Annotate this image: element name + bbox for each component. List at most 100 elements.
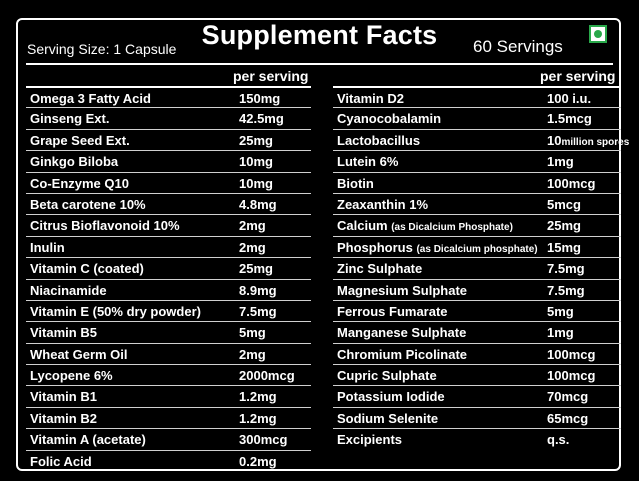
nutrient-value: 4.8mg	[239, 196, 277, 212]
table-row: Vitamin B5 5mg	[26, 321, 311, 342]
nutrient-name: Vitamin C (coated)	[30, 261, 144, 277]
nutrient-value: 15mg	[547, 239, 581, 255]
nutrient-value: 300mcg	[239, 432, 288, 448]
table-row: Manganese Sulphate 1mg	[333, 321, 621, 342]
nutrient-name: Lutein 6%	[337, 154, 399, 170]
nutrient-value: 25mg	[239, 261, 273, 277]
table-row: Co-Enzyme Q10 10mg	[26, 171, 311, 193]
table-row: Vitamin C (coated) 25mg	[26, 257, 311, 278]
label-frame	[16, 18, 621, 471]
table-row: Lactobacillus 10million spores	[333, 128, 629, 150]
table-row: Niacinamide 8.9mg	[26, 278, 311, 300]
nutrient-value: q.s.	[547, 432, 570, 448]
veg-symbol-icon	[589, 25, 607, 43]
nutrient-note: (as Dicalcium phosphate)	[416, 243, 538, 255]
left-nutrient-table: Omega 3 Fatty Acid 150mg Ginseng Ext. 42.5m…	[26, 86, 311, 471]
nutrient-name: Omega 3 Fatty Acid	[30, 91, 151, 106]
nutrient-name: Phosphorus (as Dicalcium phosphate)	[337, 239, 538, 255]
table-row: Folic Acid 0.2mg	[26, 449, 311, 471]
nutrient-name: Inulin	[30, 239, 65, 255]
nutrient-name: Chromium Picolinate	[337, 346, 468, 362]
table-row: Ginseng Ext. 42.5mg	[26, 107, 311, 128]
nutrient-value: 25mg	[239, 132, 273, 148]
nutrient-name: Ferrous Fumarate	[337, 303, 448, 319]
nutrient-value: 2000mcg	[239, 368, 295, 384]
table-row: Vitamin B2 1.2mg	[26, 406, 311, 428]
table-row: Sodium Selenite 65mcg	[333, 406, 621, 428]
table-row: Potassium Iodide 70mcg	[333, 385, 621, 406]
nutrient-name: Cyanocobalamin	[337, 111, 442, 127]
nutrient-name: Wheat Germ Oil	[30, 346, 128, 362]
table-row: Lycopene 6% 2000mcg	[26, 364, 311, 385]
nutrient-value: 150mg	[239, 91, 281, 106]
nutrient-name: Vitamin B2	[30, 410, 97, 426]
nutrient-value: 1mg	[547, 325, 574, 341]
table-row: Calcium (as Dicalcium Phosphate) 25mg	[333, 214, 621, 235]
table-row: Omega 3 Fatty Acid 150mg	[26, 86, 311, 107]
right-nutrient-table: Vitamin D2 100 i.u. Cyanocobalamin 1.5mcg La…	[333, 86, 629, 450]
nutrient-name: Vitamin E (50% dry powder)	[30, 303, 201, 319]
nutrient-name: Sodium Selenite	[337, 410, 439, 426]
nutrient-value: 100 i.u.	[547, 91, 592, 106]
nutrient-name: Magnesium Sulphate	[337, 282, 468, 298]
nutrient-value: 42.5mg	[239, 111, 284, 127]
nutrient-name: Vitamin A (acetate)	[30, 432, 146, 448]
nutrient-name: Folic Acid	[30, 453, 92, 469]
nutrient-value: 10million spores	[547, 132, 630, 148]
nutrient-value: 2mg	[239, 346, 266, 362]
left-per-serving-header: per serving	[233, 68, 309, 84]
nutrient-value: 1.5mcg	[547, 111, 592, 127]
nutrient-name: Zinc Sulphate	[337, 261, 423, 277]
nutrient-name: Beta carotene 10%	[30, 196, 146, 212]
table-row: Excipients q.s.	[333, 428, 621, 449]
table-row: Lutein 6% 1mg	[333, 150, 621, 171]
nutrient-value: 0.2mg	[239, 453, 277, 469]
nutrient-name: Ginseng Ext.	[30, 111, 110, 127]
servings-count: 60 Servings	[473, 37, 563, 56]
nutrient-name: Niacinamide	[30, 282, 107, 298]
serving-size: Serving Size: 1 Capsule	[27, 41, 177, 57]
nutrient-value: 5mg	[547, 303, 574, 319]
nutrient-name: Co-Enzyme Q10	[30, 175, 129, 191]
nutrient-name: Potassium Iodide	[337, 389, 445, 405]
nutrient-value: 10mg	[239, 175, 273, 191]
table-row: Wheat Germ Oil 2mg	[26, 342, 311, 364]
nutrient-name: Citrus Bioflavonoid 10%	[30, 218, 180, 234]
nutrient-value: 7.5mg	[547, 261, 585, 277]
table-row: Chromium Picolinate 100mcg	[333, 342, 621, 364]
table-row: Inulin 2mg	[26, 235, 311, 257]
table-row: Ferrous Fumarate 5mg	[333, 299, 621, 321]
page-title: Supplement Facts	[201, 20, 438, 50]
nutrient-value: 100mcg	[547, 175, 596, 191]
value-note: million spores	[561, 136, 630, 148]
nutrient-name: Zeaxanthin 1%	[337, 196, 429, 212]
nutrient-value: 7.5mg	[239, 303, 277, 319]
table-row: Zeaxanthin 1% 5mcg	[333, 192, 621, 214]
table-row: Cyanocobalamin 1.5mcg	[333, 107, 621, 128]
table-row: Vitamin A (acetate) 300mcg	[26, 428, 311, 449]
table-row: Phosphorus (as Dicalcium phosphate) 15mg	[333, 235, 621, 257]
nutrient-name: Vitamin B1	[30, 389, 97, 405]
nutrient-name: Vitamin B5	[30, 325, 97, 341]
nutrient-note: (as Dicalcium Phosphate)	[391, 222, 513, 234]
nutrient-value: 1.2mg	[239, 389, 277, 405]
nutrient-value: 7.5mg	[547, 282, 585, 298]
nutrient-name: Ginkgo Biloba	[30, 154, 119, 170]
nutrient-value: 25mg	[547, 218, 581, 234]
nutrient-value: 5mcg	[547, 196, 581, 212]
nutrient-value: 2mg	[239, 239, 266, 255]
nutrient-name: Calcium (as Dicalcium Phosphate)	[337, 218, 513, 234]
table-row: Ginkgo Biloba 10mg	[26, 150, 311, 171]
table-row: Magnesium Sulphate 7.5mg	[333, 278, 621, 300]
nutrient-value: 70mcg	[547, 389, 589, 405]
table-row: Beta carotene 10% 4.8mg	[26, 192, 311, 214]
nutrient-name: Grape Seed Ext.	[30, 132, 130, 148]
nutrient-name: Excipients	[337, 432, 403, 448]
nutrient-name: Lycopene 6%	[30, 368, 113, 384]
header-divider	[26, 63, 613, 65]
nutrient-name: Vitamin D2	[337, 91, 404, 106]
nutrient-value: 1mg	[547, 154, 574, 170]
nutrient-value: 1.2mg	[239, 410, 277, 426]
right-per-serving-header: per serving	[540, 68, 616, 84]
table-row: Cupric Sulphate 100mcg	[333, 364, 621, 385]
